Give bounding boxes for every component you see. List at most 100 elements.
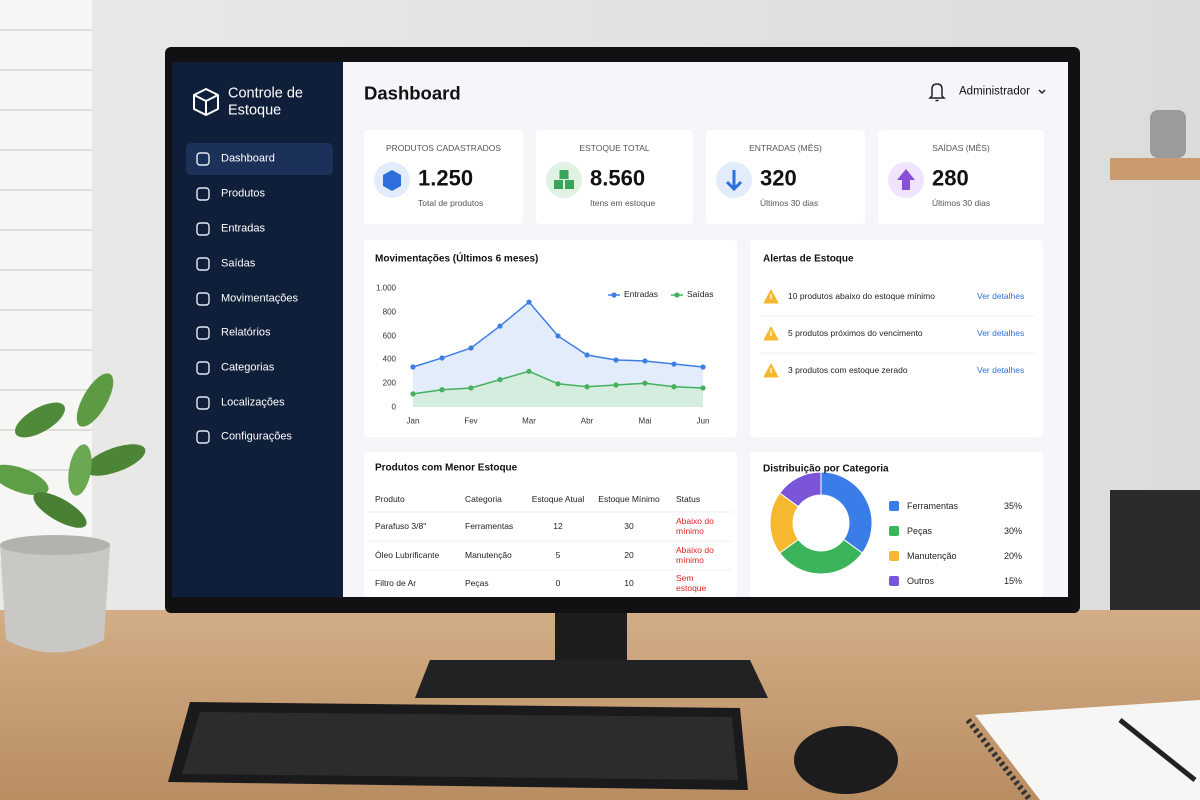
screen xyxy=(172,62,1046,597)
alerts-panel xyxy=(750,240,1043,437)
nav-icon xyxy=(196,430,210,444)
shelf xyxy=(1110,110,1200,620)
point xyxy=(584,352,590,358)
card-sub: Total de produtos xyxy=(418,198,484,209)
page-title: Dashboard xyxy=(364,82,461,104)
point xyxy=(468,345,474,351)
x-tick-label: Abr xyxy=(580,416,594,426)
nav-item[interactable]: Localizações xyxy=(221,396,285,409)
table-cell: 5 xyxy=(555,550,561,561)
table-status: Abaixo do mínimo xyxy=(676,545,714,565)
card-value: 1.250 xyxy=(418,165,474,191)
table-header: Categoria xyxy=(465,494,502,505)
chevron-icon[interactable] xyxy=(1038,89,1046,95)
nav-active-bg xyxy=(186,143,333,175)
point xyxy=(700,385,706,391)
point xyxy=(468,385,474,391)
y-tick-label: 400 xyxy=(382,354,396,364)
nav-item[interactable]: Saídas xyxy=(221,257,256,270)
card-icon xyxy=(565,180,574,189)
slice xyxy=(779,471,822,508)
legend-label: Outros xyxy=(907,575,935,586)
legend-swatch xyxy=(889,576,899,586)
nav-item[interactable]: Relatórios xyxy=(221,326,271,339)
y-tick-label: 200 xyxy=(382,378,396,388)
table-header: Status xyxy=(676,494,701,505)
point xyxy=(700,364,706,370)
table-cell: 12 xyxy=(553,521,563,532)
slice xyxy=(779,538,863,575)
table-cell: 0 xyxy=(555,578,561,589)
point xyxy=(526,299,532,305)
logo-icon xyxy=(193,88,219,116)
nav-icon xyxy=(196,326,210,340)
card-label: ESTOQUE TOTAL xyxy=(579,143,650,154)
point xyxy=(410,391,416,397)
user-menu[interactable]: Administrador xyxy=(959,85,1030,98)
card-icon xyxy=(559,170,569,179)
alert-text: 3 produtos com estoque zerado xyxy=(788,365,908,376)
plant xyxy=(0,373,146,653)
point xyxy=(439,355,445,361)
nav-item[interactable]: Dashboard xyxy=(221,152,275,165)
card-label: PRODUTOS CADASTRADOS xyxy=(385,143,502,154)
table-cell: 20 xyxy=(624,550,634,561)
table-panel xyxy=(364,452,737,597)
chart-title: Distribuição por Categoria xyxy=(763,463,889,475)
x-tick-label: Jun xyxy=(696,416,710,426)
point xyxy=(410,364,416,370)
legend-label: Peças xyxy=(907,525,933,536)
nav-item[interactable]: Produtos xyxy=(221,187,266,200)
table-cell: Parafuso 3/8" xyxy=(375,521,427,532)
alert-text: 5 produtos próximos do vencimento xyxy=(788,328,923,339)
legend-swatch xyxy=(674,292,680,298)
point xyxy=(555,333,561,339)
keyboard xyxy=(168,702,748,790)
nav-icon xyxy=(196,187,210,201)
table-cell: Filtro de Ar xyxy=(375,578,417,589)
alert-link[interactable]: Ver detalhes xyxy=(977,291,1025,302)
nav-icon xyxy=(196,257,210,271)
alert-text: 10 produtos abaixo do estoque mínimo xyxy=(788,291,935,302)
card-icon xyxy=(897,169,915,190)
point xyxy=(584,384,590,390)
app-title: Controle de Estoque xyxy=(228,85,303,118)
nav-item[interactable]: Categorias xyxy=(221,361,275,374)
value-label: 15% xyxy=(1003,575,1022,586)
table-cell: 30 xyxy=(624,521,634,532)
point xyxy=(526,368,532,374)
card-icon xyxy=(725,170,743,192)
x-tick-label: Fev xyxy=(464,416,478,426)
card-label: ENTRADAS (MÊS) xyxy=(749,143,822,154)
y-tick-label: 800 xyxy=(382,307,396,317)
point xyxy=(613,357,619,363)
legend-label: Entradas xyxy=(624,289,659,300)
bell-icon[interactable] xyxy=(928,83,946,102)
card-icon xyxy=(554,180,563,189)
legend-label: Saídas xyxy=(687,289,714,300)
mouse xyxy=(794,726,898,794)
nav-item[interactable]: Configurações xyxy=(221,430,292,443)
slice xyxy=(820,471,873,554)
alert-link[interactable]: Ver detalhes xyxy=(977,365,1025,376)
x-tick-label: Mar xyxy=(522,416,536,426)
x-tick-label: Mai xyxy=(638,416,652,426)
stat-card xyxy=(364,130,523,224)
legend-swatch xyxy=(889,501,899,511)
card-sub: Itens em estoque xyxy=(590,198,656,209)
nav-item[interactable]: Movimentações xyxy=(221,292,299,305)
legend-swatch xyxy=(889,551,899,561)
card-icon xyxy=(383,170,401,191)
nav-item[interactable]: Entradas xyxy=(221,222,266,235)
stat-card xyxy=(536,130,693,224)
card-label: SAÍDAS (MÊS) xyxy=(932,143,990,154)
alert-link[interactable]: Ver detalhes xyxy=(977,328,1025,339)
value-label: 20% xyxy=(1003,550,1022,561)
chart-title: Movimentações (Últimos 6 meses) xyxy=(375,253,539,265)
panel-title: Produtos com Menor Estoque xyxy=(375,462,518,474)
table-cell: Peças xyxy=(465,578,489,589)
card-value: 280 xyxy=(932,165,969,191)
point xyxy=(497,323,503,329)
card-value: 8.560 xyxy=(590,165,646,191)
